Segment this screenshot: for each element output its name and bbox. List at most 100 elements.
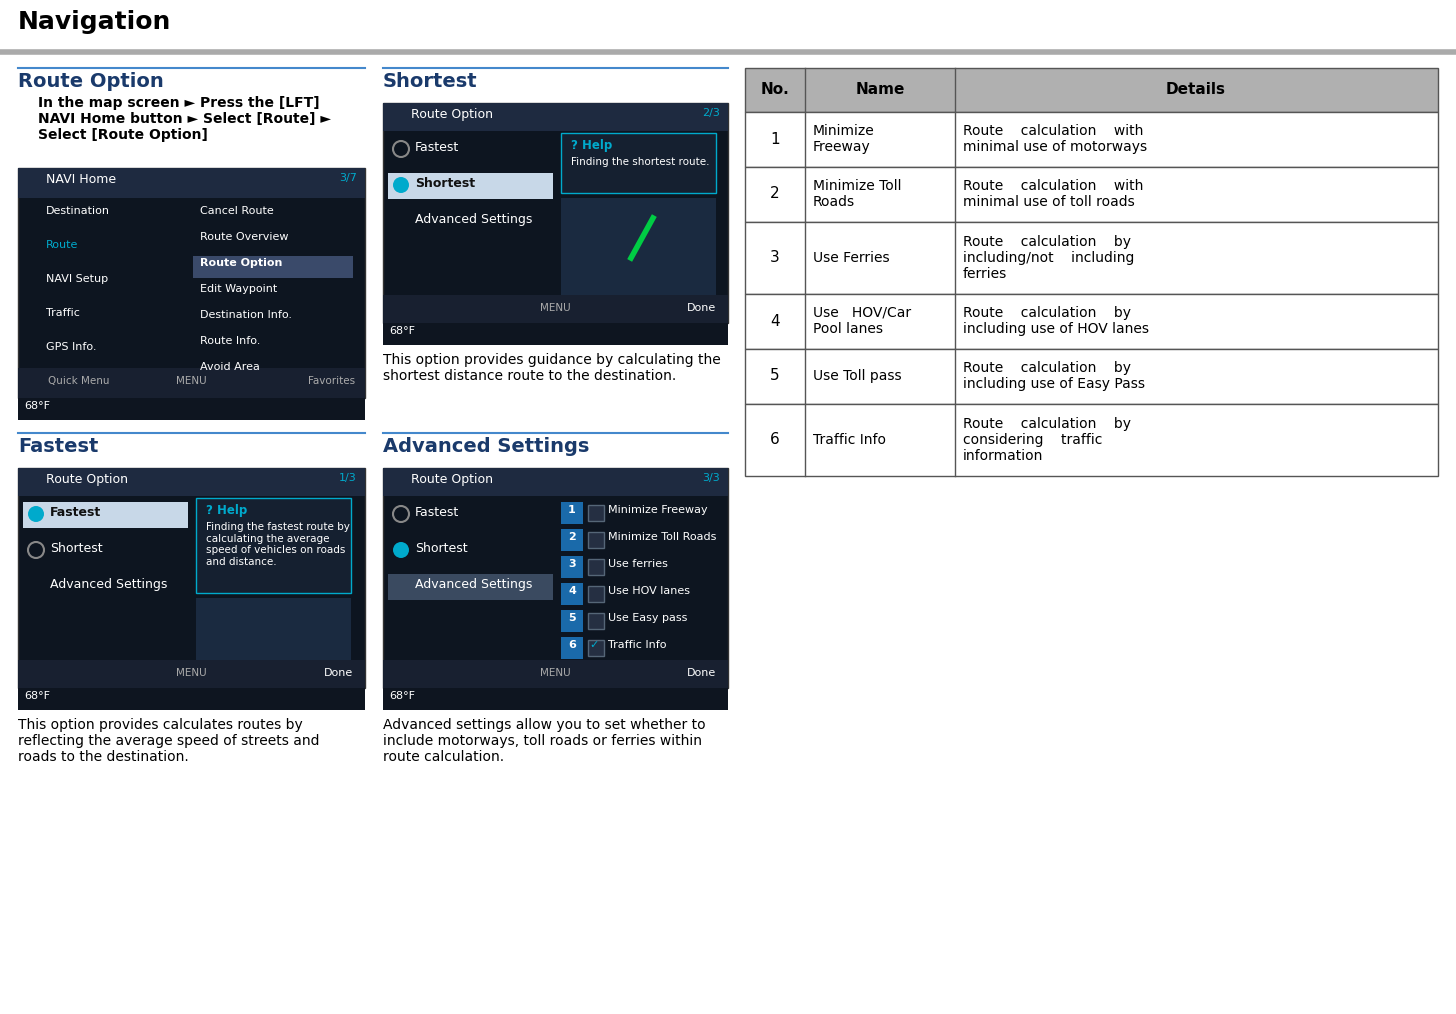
Bar [387, 574, 553, 600]
Bar [561, 556, 582, 578]
Text: 2: 2 [568, 532, 577, 542]
Bar [588, 532, 604, 548]
Text: Use Ferries: Use Ferries [812, 251, 890, 265]
Bar [588, 613, 604, 629]
Text: 68°F: 68°F [389, 691, 415, 701]
Text: Traffic Info: Traffic Info [609, 640, 667, 650]
Text: No.: No. [760, 82, 789, 97]
Text: Route Option: Route Option [411, 108, 494, 121]
Text: Shortest: Shortest [50, 542, 102, 555]
Text: Avoid Area: Avoid Area [199, 362, 259, 372]
Bar [23, 502, 188, 528]
Text: MENU: MENU [176, 376, 207, 386]
Bar [588, 586, 604, 602]
Bar [17, 168, 365, 399]
Bar [588, 640, 604, 656]
Bar [561, 133, 716, 193]
Bar [197, 598, 351, 668]
Bar [588, 559, 604, 575]
Text: 1: 1 [770, 132, 780, 146]
Text: Cancel Route: Cancel Route [199, 206, 274, 216]
Text: Route Option: Route Option [17, 72, 163, 91]
Bar [561, 502, 582, 524]
Text: ? Help: ? Help [571, 139, 613, 152]
Text: 5: 5 [770, 368, 780, 383]
Text: Done: Done [687, 303, 716, 313]
Bar [17, 168, 365, 198]
Text: Route    calculation    by
including use of Easy Pass: Route calculation by including use of Ea… [962, 361, 1144, 391]
Text: This option provides calculates routes by
reflecting the average speed of street: This option provides calculates routes b… [17, 718, 319, 765]
Text: Advanced Settings: Advanced Settings [415, 578, 533, 591]
Text: 1/3: 1/3 [339, 473, 357, 483]
Text: Route Overview: Route Overview [199, 232, 288, 242]
Text: Use   HOV/Car
Pool lanes: Use HOV/Car Pool lanes [812, 306, 911, 336]
Text: Advanced settings allow you to set whether to
include motorways, toll roads or f: Advanced settings allow you to set wheth… [383, 718, 706, 765]
Text: Fastest: Fastest [17, 437, 99, 456]
Text: 68°F: 68°F [389, 325, 415, 336]
Text: Favorites: Favorites [307, 376, 355, 386]
Bar [383, 468, 728, 496]
Text: This option provides guidance by calculating the
shortest distance route to the : This option provides guidance by calcula… [383, 353, 721, 383]
Bar [561, 198, 716, 303]
Text: Route Option: Route Option [411, 473, 494, 486]
Text: Use ferries: Use ferries [609, 559, 668, 569]
Text: 68°F: 68°F [23, 691, 50, 701]
Bar [561, 610, 582, 632]
Text: 4: 4 [770, 313, 780, 329]
Text: NAVI Setup: NAVI Setup [47, 274, 108, 284]
Text: 2: 2 [770, 187, 780, 202]
Text: ✓: ✓ [590, 640, 598, 650]
Circle shape [393, 542, 409, 558]
Bar [383, 295, 728, 323]
Text: Advanced Settings: Advanced Settings [415, 213, 533, 226]
Bar [745, 294, 1439, 349]
Text: 1: 1 [568, 505, 577, 515]
Text: 6: 6 [568, 640, 577, 650]
Text: Use Easy pass: Use Easy pass [609, 613, 687, 623]
Text: Details: Details [1166, 82, 1226, 97]
Text: ? Help: ? Help [205, 504, 248, 517]
Text: 3/7: 3/7 [339, 173, 357, 183]
Bar [745, 167, 1439, 222]
Text: Name: Name [855, 82, 904, 97]
Text: Advanced Settings: Advanced Settings [383, 437, 590, 456]
Bar [17, 399, 365, 420]
Text: Route: Route [47, 240, 79, 250]
Text: Route    calculation    by
including/not    including
ferries: Route calculation by including/not inclu… [962, 235, 1134, 281]
Text: Quick Menu: Quick Menu [48, 376, 109, 386]
Text: 3: 3 [770, 250, 780, 266]
Circle shape [28, 506, 44, 522]
Bar [17, 468, 365, 496]
Text: Advanced Settings: Advanced Settings [50, 578, 167, 591]
Bar [561, 637, 582, 659]
Text: Shortest: Shortest [383, 72, 478, 91]
Text: Minimize
Freeway: Minimize Freeway [812, 124, 875, 154]
Text: Traffic Info: Traffic Info [812, 433, 887, 447]
Text: Route Option: Route Option [199, 258, 282, 268]
Bar [745, 349, 1439, 404]
Text: Minimize Toll
Roads: Minimize Toll Roads [812, 178, 901, 209]
Bar [383, 323, 728, 345]
Text: 3: 3 [568, 559, 575, 569]
Text: Minimize Toll Roads: Minimize Toll Roads [609, 532, 716, 542]
Text: MENU: MENU [540, 668, 571, 678]
Text: Use HOV lanes: Use HOV lanes [609, 586, 690, 596]
Bar [745, 404, 1439, 476]
Text: Shortest: Shortest [415, 177, 475, 190]
Bar [194, 256, 352, 278]
Text: Route Option: Route Option [47, 473, 128, 486]
Bar [383, 103, 728, 131]
Text: Route Info.: Route Info. [199, 336, 261, 346]
Text: Finding the fastest route by
calculating the average
speed of vehicles on roads
: Finding the fastest route by calculating… [205, 522, 349, 567]
Bar [745, 68, 1439, 112]
Bar [17, 468, 365, 689]
Text: 6: 6 [770, 433, 780, 447]
Bar [745, 222, 1439, 294]
Text: Destination Info.: Destination Info. [199, 310, 293, 320]
Text: 4: 4 [568, 586, 577, 596]
Text: Done: Done [323, 668, 352, 678]
Text: 68°F: 68°F [23, 401, 50, 411]
Bar [745, 112, 1439, 167]
Text: 2/3: 2/3 [702, 108, 721, 118]
Text: Traffic: Traffic [47, 308, 80, 318]
